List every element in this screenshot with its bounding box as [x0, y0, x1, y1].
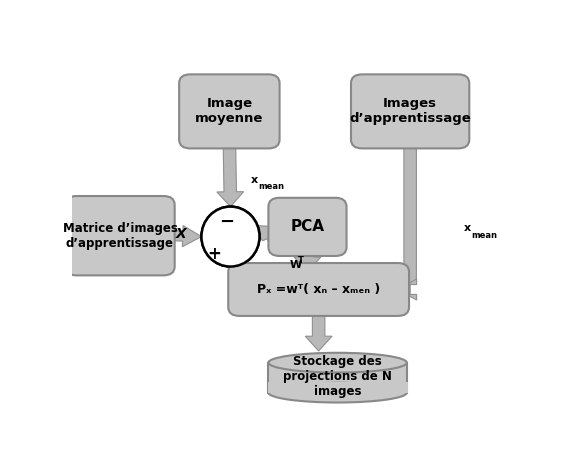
Polygon shape: [217, 140, 244, 207]
Text: x: x: [464, 224, 471, 233]
Ellipse shape: [268, 383, 407, 403]
Text: x: x: [251, 174, 257, 185]
FancyBboxPatch shape: [179, 74, 279, 148]
Polygon shape: [164, 226, 202, 247]
Text: W: W: [290, 260, 302, 270]
Polygon shape: [305, 307, 332, 351]
Text: Pₓ =wᵀ( xₙ – xₘₑ⁡ₙ ): Pₓ =wᵀ( xₙ – xₘₑ⁡ₙ ): [257, 283, 380, 296]
Text: Stockage des
projections de N
images: Stockage des projections de N images: [283, 354, 392, 398]
Text: PCA: PCA: [290, 219, 324, 234]
Text: +: +: [207, 245, 221, 263]
Polygon shape: [398, 279, 416, 300]
FancyBboxPatch shape: [351, 74, 469, 148]
Text: Image
moyenne: Image moyenne: [195, 98, 264, 125]
Ellipse shape: [268, 353, 407, 372]
Text: mean: mean: [259, 182, 285, 191]
FancyBboxPatch shape: [268, 198, 347, 256]
FancyBboxPatch shape: [228, 263, 409, 316]
Bar: [268, 363, 407, 393]
Ellipse shape: [202, 207, 259, 267]
Text: Images
d’apprentissage: Images d’apprentissage: [349, 98, 471, 125]
Text: Matrice d’images
d’apprentissage: Matrice d’images d’apprentissage: [63, 222, 177, 250]
Polygon shape: [404, 140, 416, 284]
Text: T: T: [298, 256, 304, 265]
Text: −: −: [219, 213, 234, 231]
Polygon shape: [294, 247, 321, 272]
FancyBboxPatch shape: [65, 196, 175, 275]
Ellipse shape: [202, 207, 259, 267]
Bar: [267, 382, 408, 393]
Text: X: X: [176, 227, 187, 241]
Text: mean: mean: [472, 231, 498, 240]
Polygon shape: [256, 226, 279, 244]
